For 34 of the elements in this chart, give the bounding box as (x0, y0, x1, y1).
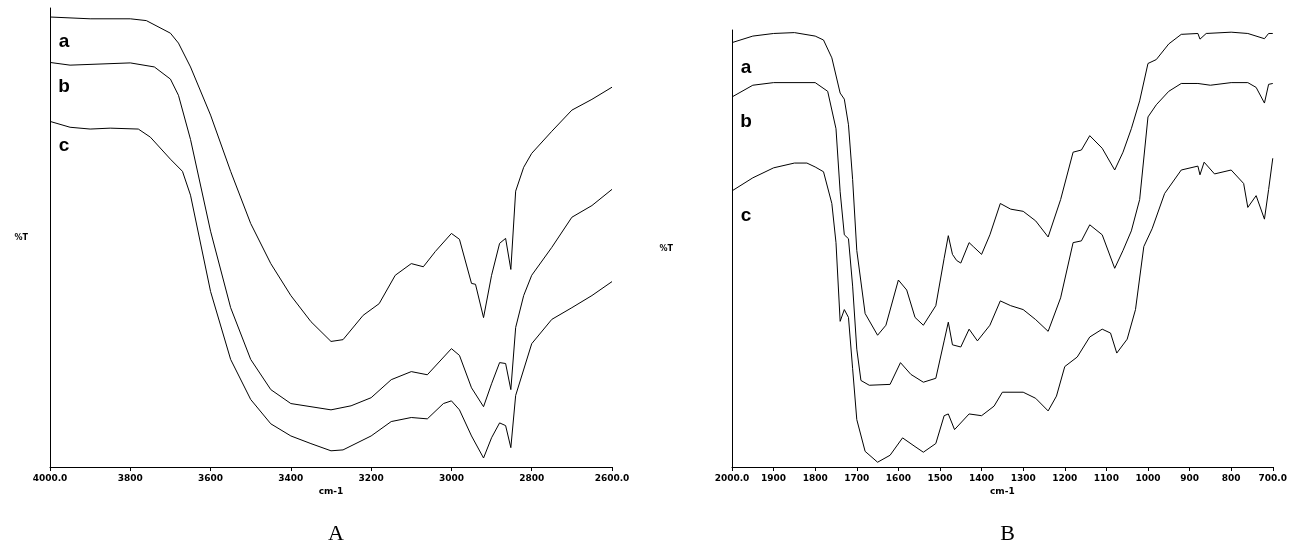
x-tick-label: 3400 (278, 472, 304, 483)
x-tick-label: 800 (1221, 472, 1241, 483)
x-axis-title: cm-1 (318, 486, 344, 497)
series-label: a (58, 30, 70, 51)
series-label: c (58, 134, 70, 156)
x-tick-label: 1200 (1052, 472, 1078, 483)
x-tick-label: 900 (1180, 472, 1199, 483)
series-label: b (58, 75, 70, 97)
y-axis-title: %T (659, 244, 674, 253)
x-tick-label: 1700 (844, 472, 870, 483)
x-tick-label: 4000.0 (32, 472, 68, 483)
x-tick-label: 1400 (969, 472, 995, 483)
x-tick-label: 700.0 (1258, 472, 1287, 483)
x-tick-label: 3200 (358, 472, 384, 483)
x-tick-label: 2600.0 (594, 472, 630, 483)
series-label: b (740, 109, 752, 131)
x-tick-label: 1100 (1093, 472, 1119, 483)
x-tick-label: 1600 (885, 472, 911, 483)
x-axis-title: cm-1 (990, 486, 1015, 497)
series-label: c (740, 203, 752, 225)
text: B (1000, 519, 1015, 545)
text: A (328, 519, 345, 545)
x-tick-label: 2000.0 (714, 472, 750, 483)
x-tick-label: 2800 (519, 472, 545, 483)
series-label: a (740, 55, 752, 77)
x-tick-label: 1800 (802, 472, 828, 483)
x-tick-label: 1300 (1010, 472, 1036, 483)
x-tick-label: 1000 (1135, 472, 1161, 483)
x-tick-label: 3600 (198, 472, 224, 483)
x-tick-label: 3800 (117, 472, 143, 483)
x-tick-label: 3000 (438, 472, 464, 483)
y-axis-title: %T (14, 233, 29, 242)
x-tick-label: 1900 (761, 472, 787, 483)
x-tick-label: 1500 (927, 472, 953, 483)
